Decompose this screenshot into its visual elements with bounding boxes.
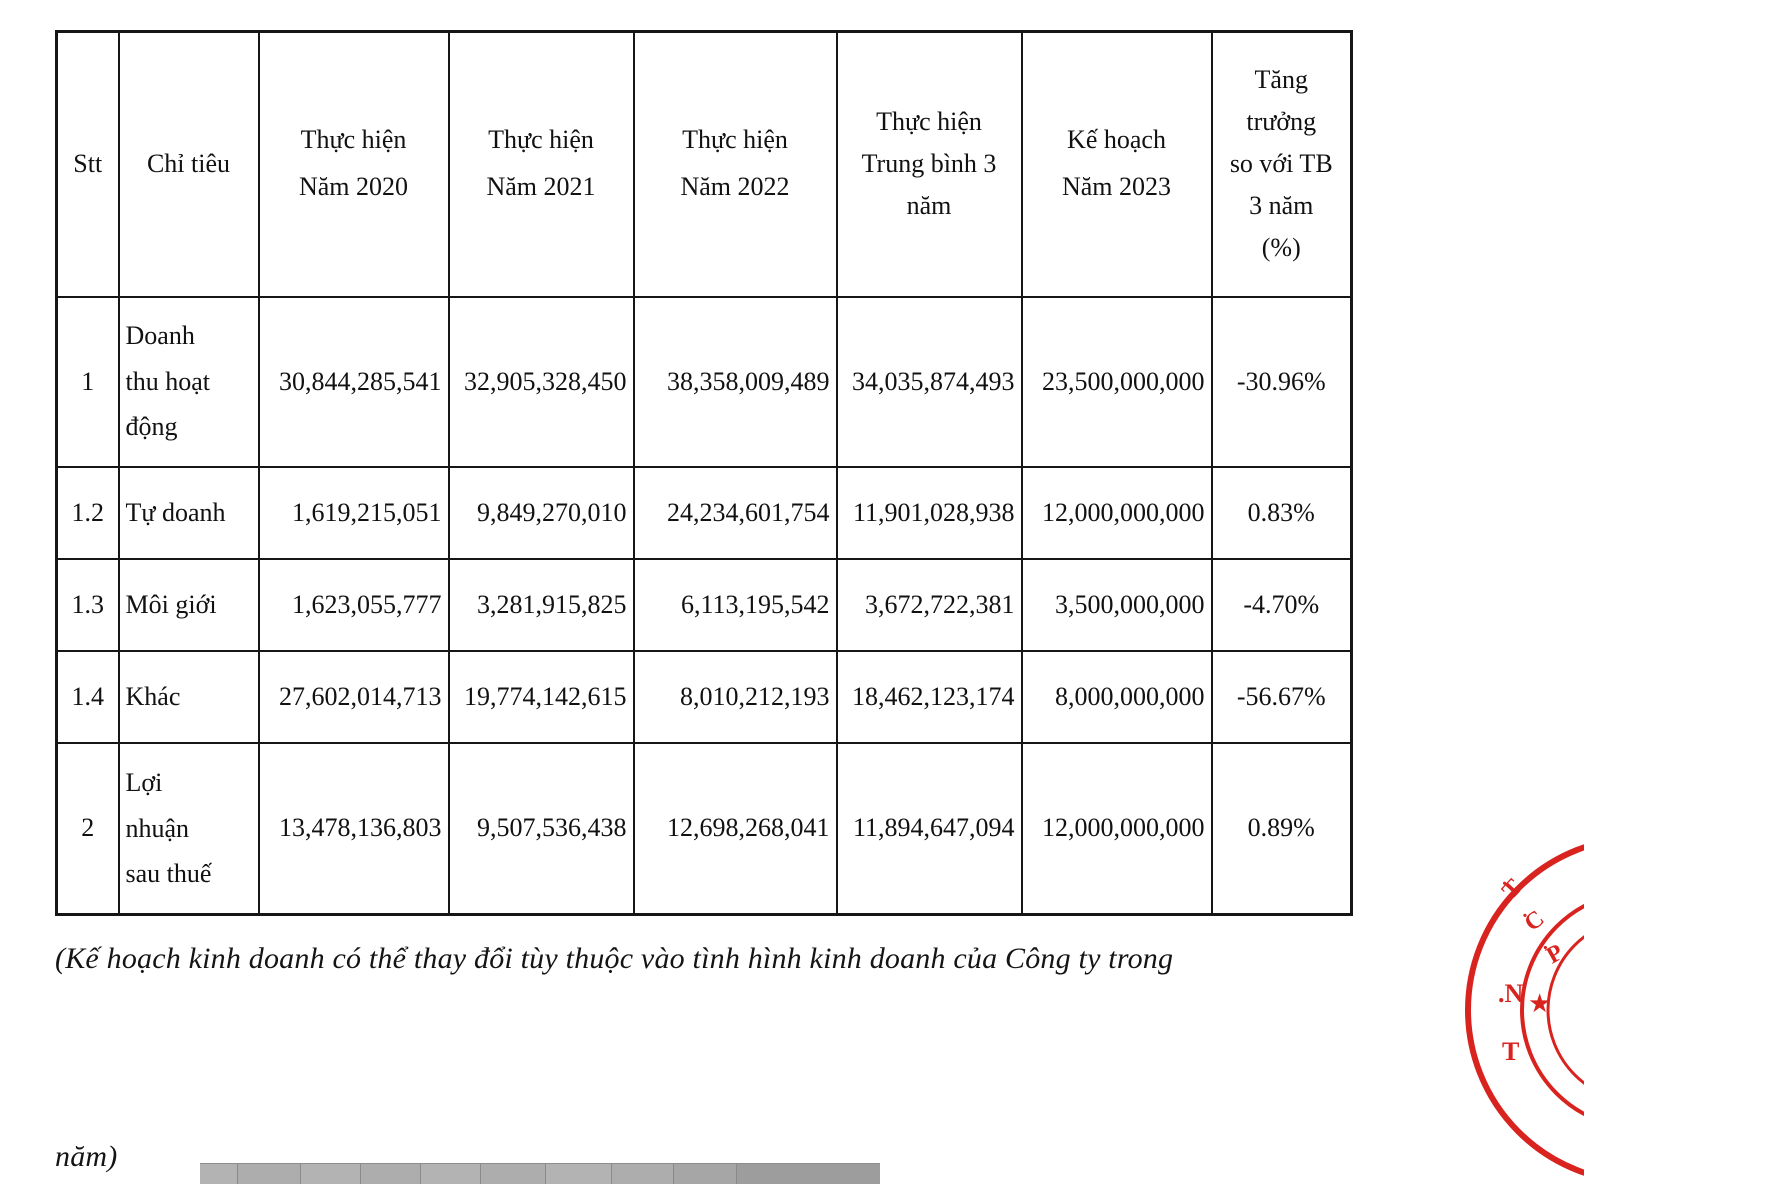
cell-stt: 1.3 <box>55 557 120 652</box>
cell-2021: 9,507,536,438 <box>447 741 635 916</box>
scrollbar-segment[interactable] <box>546 1164 612 1184</box>
financial-table: Stt Chỉ tiêu Thực hiện Năm 2020 Thực hiệ… <box>55 30 1353 916</box>
cell-label: Doanh thu hoạt động <box>117 295 260 468</box>
header-2020: Thực hiện Năm 2020 <box>257 30 450 298</box>
cell-2022: 12,698,268,041 <box>632 741 838 916</box>
table-header-row: Stt Chỉ tiêu Thực hiện Năm 2020 Thực hiệ… <box>55 30 1353 298</box>
cell-2020: 27,602,014,713 <box>257 649 450 744</box>
cell-growth: -4.70% <box>1210 557 1353 652</box>
stamp-arc-dot: . <box>1513 902 1531 922</box>
header-stt: Stt <box>55 30 120 298</box>
table-row: 1.3 Môi giới 1,623,055,777 3,281,915,825… <box>55 557 1353 652</box>
cell-stt: 1 <box>55 295 120 468</box>
cell-plan: 12,000,000,000 <box>1020 741 1213 916</box>
cell-label: Lợi nhuận sau thuế <box>117 741 260 916</box>
table-row: 1.2 Tự doanh 1,619,215,051 9,849,270,010… <box>55 465 1353 560</box>
scrollbar-segment[interactable] <box>421 1164 482 1184</box>
cell-2021: 32,905,328,450 <box>447 295 635 468</box>
cell-avg: 34,035,874,493 <box>835 295 1023 468</box>
stamp-arc-letter: T <box>1497 875 1527 904</box>
cell-2020: 1,619,215,051 <box>257 465 450 560</box>
cell-2021: 9,849,270,010 <box>447 465 635 560</box>
cell-growth: 0.83% <box>1210 465 1353 560</box>
cell-2021: 3,281,915,825 <box>447 557 635 652</box>
table-row: 1.4 Khác 27,602,014,713 19,774,142,615 8… <box>55 649 1353 744</box>
header-plan-2023: Kế hoạch Năm 2023 <box>1020 30 1213 298</box>
cell-2020: 30,844,285,541 <box>257 295 450 468</box>
scrollbar-segment[interactable] <box>481 1164 547 1184</box>
cell-growth: -30.96% <box>1210 295 1353 468</box>
cell-2022: 38,358,009,489 <box>632 295 838 468</box>
cell-2021: 19,774,142,615 <box>447 649 635 744</box>
stamp-arc-letter: P <box>1542 939 1567 969</box>
cell-stt: 2 <box>55 741 120 916</box>
stamp-arc-dot: . <box>1491 871 1511 889</box>
header-2021: Thực hiện Năm 2021 <box>447 30 635 298</box>
footnote-line-2: năm) <box>55 1140 118 1173</box>
scrollbar-segment[interactable] <box>360 1164 422 1184</box>
cell-growth: 0.89% <box>1210 741 1353 916</box>
stamp-star-icon: ★ <box>1528 989 1551 1018</box>
scrollbar-segment[interactable] <box>736 1164 880 1184</box>
header-chi-tieu: Chỉ tiêu <box>117 30 260 298</box>
scrollbar-segment[interactable] <box>300 1164 361 1184</box>
cell-plan: 8,000,000,000 <box>1020 649 1213 744</box>
cell-2022: 24,234,601,754 <box>632 465 838 560</box>
header-avg-3y: Thực hiện Trung bình 3 năm <box>835 30 1023 298</box>
cell-avg: 18,462,123,174 <box>835 649 1023 744</box>
cell-label: Môi giới <box>117 557 260 652</box>
cell-label: Khác <box>117 649 260 744</box>
cell-plan: 3,500,000,000 <box>1020 557 1213 652</box>
table-row: 2 Lợi nhuận sau thuế 13,478,136,803 9,50… <box>55 741 1353 916</box>
cell-stt: 1.2 <box>55 465 120 560</box>
cell-avg: 11,894,647,094 <box>835 741 1023 916</box>
cell-label: Tự doanh <box>117 465 260 560</box>
stamp-arc-dot: . <box>1535 933 1551 954</box>
red-stamp: . T . C . P .N ★ T <box>1458 820 1584 1184</box>
red-stamp-icon: . T . C . P .N ★ T <box>1465 844 1584 1176</box>
cell-growth: -56.67% <box>1210 649 1353 744</box>
scrollbar-segment[interactable] <box>673 1164 737 1184</box>
stamp-inner-text: T <box>1502 1037 1519 1066</box>
cell-plan: 23,500,000,000 <box>1020 295 1213 468</box>
scrollbar-segment[interactable] <box>611 1164 674 1184</box>
scrollbar-segment[interactable] <box>200 1164 238 1184</box>
cell-2020: 13,478,136,803 <box>257 741 450 916</box>
cell-plan: 12,000,000,000 <box>1020 465 1213 560</box>
scrollbar-segment[interactable] <box>237 1164 301 1184</box>
cell-avg: 11,901,028,938 <box>835 465 1023 560</box>
cell-2022: 6,113,195,542 <box>632 557 838 652</box>
footnote-line-1: (Kế hoạch kinh doanh có thể thay đổi tùy… <box>55 942 1174 975</box>
header-2022: Thực hiện Năm 2022 <box>632 30 838 298</box>
header-growth: Tăng trưởng so với TB 3 năm (%) <box>1210 30 1353 298</box>
cell-avg: 3,672,722,381 <box>835 557 1023 652</box>
table-row: 1 Doanh thu hoạt động 30,844,285,541 32,… <box>55 295 1353 468</box>
cell-2022: 8,010,212,193 <box>632 649 838 744</box>
stamp-inner-text: .N <box>1498 979 1524 1008</box>
cell-stt: 1.4 <box>55 649 120 744</box>
stamp-arc-letter: C <box>1520 906 1550 937</box>
cell-2020: 1,623,055,777 <box>257 557 450 652</box>
bottom-scrollbar[interactable] <box>200 1163 880 1184</box>
